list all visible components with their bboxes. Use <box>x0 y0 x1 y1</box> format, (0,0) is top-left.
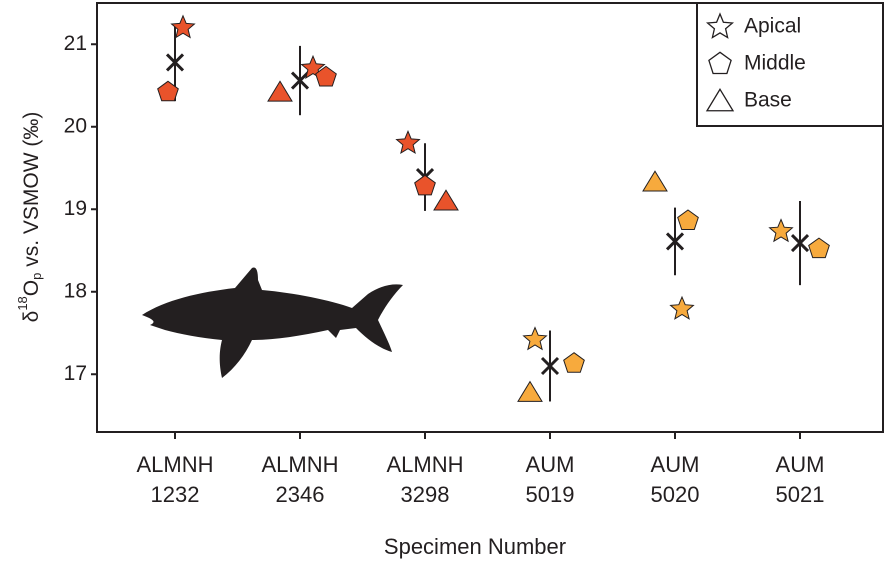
mean-marker <box>290 71 310 90</box>
x-tick-label: 3298 <box>401 482 450 507</box>
point-star <box>768 218 794 243</box>
x-tick-label: AUM <box>526 452 575 477</box>
point-pentagon <box>315 65 337 87</box>
legend-label: Apical <box>744 15 801 38</box>
y-axis-title-part: δ <box>20 311 43 323</box>
point-pentagon <box>808 237 830 259</box>
x-tick-label: 2346 <box>276 482 325 507</box>
point-triangle <box>433 189 459 211</box>
y-axis-title-part: O <box>20 280 43 296</box>
point-star <box>170 14 196 39</box>
point-pentagon <box>563 352 585 373</box>
point-star <box>669 295 695 320</box>
legend-symbol <box>705 12 735 39</box>
point-star <box>522 326 548 351</box>
y-tick-label: 18 <box>64 279 87 302</box>
y-tick-label: 17 <box>64 362 87 385</box>
mean-cross <box>790 234 810 253</box>
x-tick-label: ALMNH <box>386 452 463 477</box>
legend-box <box>696 2 884 127</box>
x-tick-label: AUM <box>651 452 700 477</box>
x-axis-title: Specimen Number <box>384 534 566 559</box>
mean-cross <box>290 71 310 90</box>
plot-frame <box>96 2 884 433</box>
y-tick-label: 20 <box>64 114 87 137</box>
legend-symbol <box>708 51 732 75</box>
legend-label: Middle <box>744 52 806 75</box>
x-tick-label: 5021 <box>776 482 825 507</box>
mean-cross <box>165 53 185 72</box>
mean-cross <box>665 232 685 251</box>
mean-marker <box>165 53 185 72</box>
point-star <box>395 130 421 155</box>
x-tick-label: 1232 <box>151 482 200 507</box>
y-axis-title: δ18Op vs. VSMOW (‰) <box>15 112 44 323</box>
x-tick-label: 5020 <box>651 482 700 507</box>
x-tick-label: 5019 <box>526 482 575 507</box>
point-triangle <box>517 380 543 402</box>
shark-silhouette <box>142 267 403 378</box>
y-axis-title-sub: p <box>29 273 44 280</box>
legend-label: Base <box>744 89 792 112</box>
mean-marker <box>540 356 560 376</box>
mean-marker <box>790 234 810 253</box>
y-tick-label: 19 <box>64 197 87 220</box>
point-pentagon <box>157 80 179 102</box>
y-axis-title-part: vs. VSMOW (‰) <box>20 112 43 273</box>
y-tick-label: 21 <box>64 32 87 55</box>
point-pentagon <box>414 174 436 196</box>
point-pentagon <box>677 209 699 230</box>
x-tick-label: ALMNH <box>261 452 338 477</box>
x-tick-label: ALMNH <box>136 452 213 477</box>
legend-symbol <box>705 88 735 112</box>
point-triangle <box>642 170 668 192</box>
mean-cross <box>540 356 560 376</box>
x-tick-label: AUM <box>776 452 825 477</box>
point-triangle <box>267 80 293 102</box>
mean-marker <box>665 232 685 251</box>
y-axis-title-sup: 18 <box>15 296 30 310</box>
